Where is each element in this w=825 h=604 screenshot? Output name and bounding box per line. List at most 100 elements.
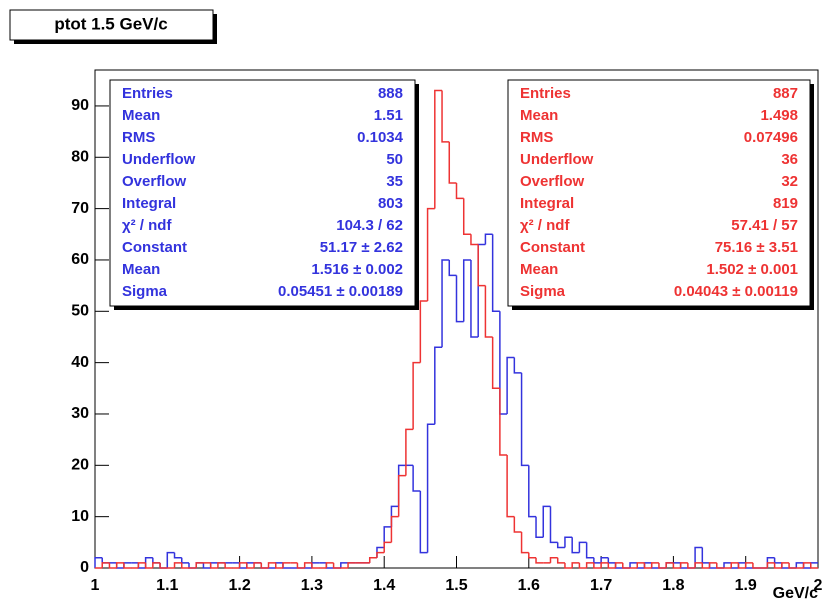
stats-value: 75.16 ± 3.51	[715, 239, 798, 256]
x-tick-label: 1.1	[156, 577, 178, 594]
histogram-bin	[412, 465, 421, 492]
histogram-bin	[101, 562, 110, 568]
y-tick-label: 90	[71, 97, 89, 114]
stats-label: Mean	[122, 107, 160, 124]
histogram-bin	[549, 556, 558, 563]
y-tick-label: 80	[71, 148, 89, 165]
histogram-bin	[650, 562, 659, 568]
histogram-bin	[752, 562, 761, 569]
histogram-bin	[564, 536, 573, 548]
histogram-bin	[347, 562, 356, 568]
stats-value: 888	[378, 85, 403, 102]
histogram-bin	[311, 562, 320, 569]
histogram-bin	[535, 557, 544, 564]
stats-value: 1.516 ± 0.002	[311, 261, 403, 278]
stats-label: Mean	[520, 261, 558, 278]
stats-value: 51.17 ± 2.62	[320, 239, 403, 256]
histogram-bin	[202, 562, 211, 569]
histogram-bin	[462, 198, 471, 236]
histogram-bin	[556, 542, 565, 549]
histogram-bin	[426, 423, 435, 553]
histogram-bin	[730, 562, 739, 568]
histogram-bin	[629, 562, 638, 568]
histogram-bin	[622, 562, 631, 569]
stats-value: 0.04043 ± 0.00119	[674, 283, 798, 300]
histogram-bin	[513, 357, 522, 374]
histogram-bin	[434, 89, 443, 209]
histogram-bin	[94, 556, 103, 568]
histogram-bin	[275, 562, 283, 569]
x-axis-label: GeV/c	[773, 585, 818, 602]
histogram-bin	[802, 562, 811, 568]
histogram-bin	[123, 562, 132, 569]
histogram-bin	[455, 182, 464, 200]
histogram-bin	[600, 556, 609, 563]
stats-label: Sigma	[122, 283, 168, 300]
histogram-bin	[282, 562, 291, 568]
histogram-bin	[340, 562, 349, 568]
stats-label: Constant	[122, 239, 187, 256]
stats-label: Constant	[520, 239, 585, 256]
stats-value: 1.51	[374, 107, 403, 124]
histogram-bin	[636, 562, 645, 568]
histogram-bin	[672, 562, 681, 569]
stats-label: Overflow	[520, 173, 585, 190]
histogram-bin	[600, 562, 609, 568]
stats-value: 0.1034	[357, 129, 404, 146]
title-box	[9, 9, 214, 41]
histogram-bin	[477, 244, 486, 287]
histogram-bin	[564, 562, 573, 569]
x-tick-label: 1.2	[228, 577, 250, 594]
histogram-bin	[593, 562, 602, 569]
stats-value: 0.07496	[744, 129, 798, 146]
histogram-bin	[455, 275, 464, 323]
histogram-bin	[144, 562, 153, 569]
histogram-bin	[332, 562, 341, 569]
histogram-bin	[159, 562, 168, 569]
histogram-bin	[441, 259, 450, 348]
y-tick-label: 10	[71, 508, 89, 525]
stats-label: Sigma	[520, 283, 566, 300]
y-tick-label: 20	[71, 457, 89, 474]
histogram-bin	[173, 552, 182, 559]
stats-value: 50	[386, 151, 403, 168]
histogram-bin	[296, 562, 305, 569]
stats-value: 819	[773, 195, 798, 212]
histogram-bin	[434, 346, 443, 425]
stats-label: Entries	[122, 85, 173, 102]
y-tick-label: 70	[71, 200, 89, 217]
x-tick-label: 2	[814, 577, 823, 594]
histogram-bin	[470, 234, 479, 246]
x-tick-label: 1.5	[445, 577, 467, 594]
histogram-bin	[195, 562, 204, 568]
histogram-bin	[260, 562, 269, 569]
stats-label: Underflow	[520, 151, 594, 168]
histogram-bin	[166, 551, 175, 568]
histogram-bin	[658, 562, 667, 569]
histogram-bin	[578, 541, 587, 553]
histogram-bin	[390, 515, 399, 543]
stats-value: 36	[781, 151, 798, 168]
histogram-bin	[115, 562, 124, 568]
histogram-bin	[506, 455, 515, 518]
histogram-bin	[217, 562, 226, 568]
histogram-bin	[708, 562, 717, 568]
stats-value: 32	[781, 173, 798, 190]
histogram-bin	[491, 336, 500, 390]
x-tick-label: 1.4	[373, 577, 395, 594]
histogram-bin	[108, 562, 117, 569]
histogram-bin	[484, 233, 493, 245]
histogram-bin	[470, 259, 479, 338]
histogram-bin	[535, 516, 544, 538]
y-tick-label: 40	[71, 354, 89, 371]
y-tick-label: 30	[71, 405, 89, 422]
histogram-bin	[419, 490, 428, 554]
histogram-bin	[643, 562, 652, 569]
x-tick-label: 1.6	[518, 577, 540, 594]
histogram-bin	[585, 542, 594, 559]
stats-value: 35	[386, 173, 403, 190]
histogram-bin	[737, 562, 746, 569]
histogram-bin	[701, 562, 710, 569]
histogram-bin	[694, 562, 703, 568]
